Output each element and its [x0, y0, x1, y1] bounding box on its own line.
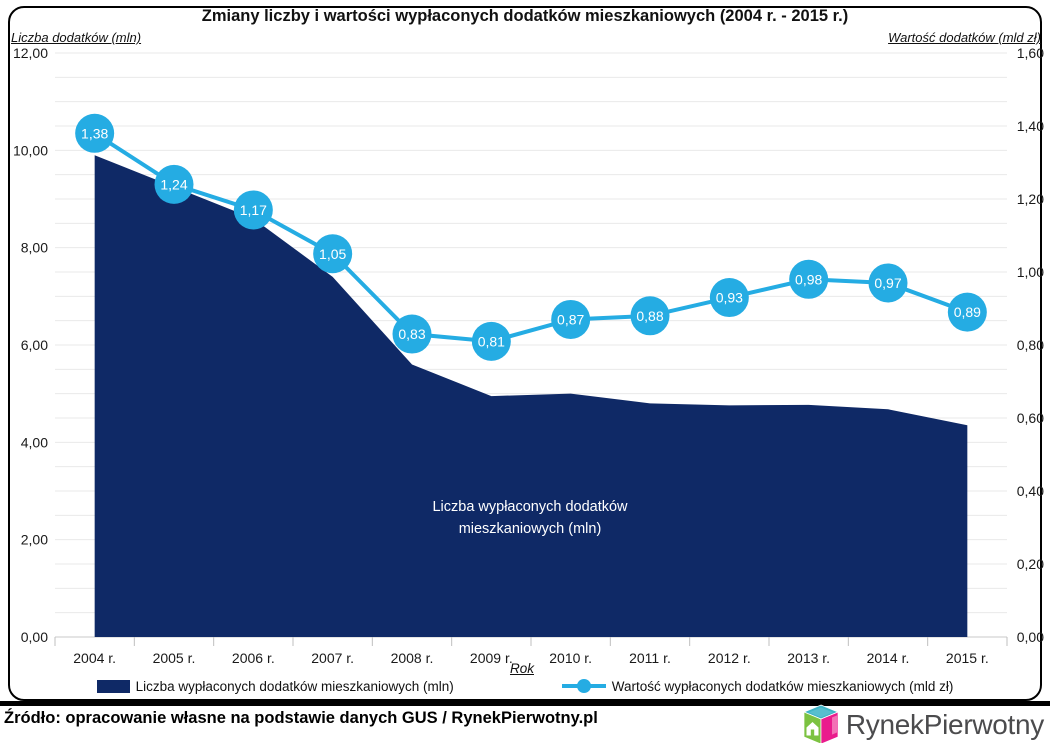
data-point-marker [868, 263, 908, 303]
data-point-label: 1,38 [81, 125, 108, 141]
legend-label-line: Wartość wypłaconych dodatków mieszkaniow… [611, 678, 954, 694]
data-point-marker [551, 299, 591, 339]
x-axis-label: 2004 r. [73, 650, 116, 666]
right-axis-tick-label: 0,20 [1017, 556, 1044, 572]
right-axis-tick-label: 0,60 [1017, 410, 1044, 426]
data-point-marker [313, 234, 353, 274]
data-point-label: 0,89 [954, 304, 981, 320]
data-point-marker [947, 292, 987, 332]
data-point-marker [392, 314, 432, 354]
right-axis-tick-label: 0,00 [1017, 629, 1044, 645]
house-icon [806, 722, 819, 736]
right-axis-tick-label: 1,00 [1017, 264, 1044, 280]
x-axis-label: 2008 r. [391, 650, 434, 666]
left-axis-tick-label: 12,00 [13, 45, 48, 61]
data-point-label: 1,17 [240, 202, 267, 218]
data-point-label: 0,83 [398, 326, 425, 342]
left-axis-tick-label: 10,00 [13, 142, 48, 158]
x-axis-label: 2012 r. [708, 650, 751, 666]
legend: Liczba wypłaconych dodatków mieszkaniowy… [0, 678, 1050, 694]
x-axis-label: 2011 r. [629, 650, 671, 666]
data-point-label: 0,88 [636, 308, 663, 324]
right-axis-tick-label: 1,60 [1017, 45, 1044, 61]
legend-item-area: Liczba wypłaconych dodatków mieszkaniowy… [96, 678, 454, 694]
data-point-label: 0,93 [716, 290, 743, 306]
right-axis-tick-label: 1,20 [1017, 191, 1044, 207]
line-marker-swatch-icon [561, 679, 606, 693]
x-axis-label: 2010 r. [549, 650, 592, 666]
data-point-label: 0,97 [874, 275, 901, 291]
data-point-label: 0,87 [557, 311, 584, 327]
data-point-marker [154, 164, 194, 204]
logo-text: RynekPierwotny [845, 709, 1044, 740]
data-point-marker [75, 113, 115, 153]
legend-item-line: Wartość wypłaconych dodatków mieszkaniow… [561, 678, 954, 694]
x-axis-caption: Rok [509, 661, 534, 676]
area-inner-label: Liczba wypłaconych dodatków [432, 499, 628, 515]
data-point-label: 1,05 [319, 246, 346, 262]
left-axis-tick-label: 0,00 [21, 629, 48, 645]
x-axis-label: 2015 r. [946, 650, 989, 666]
bottom-divider [0, 701, 1050, 706]
right-axis-tick-label: 1,40 [1017, 118, 1044, 134]
area-series [94, 155, 968, 637]
area-inner-label: mieszkaniowych (mln) [459, 521, 602, 537]
left-axis-tick-label: 4,00 [21, 434, 48, 450]
source-text: Źródło: opracowanie własne na podstawie … [4, 709, 598, 727]
left-axis-tick-label: 2,00 [21, 532, 48, 548]
data-point-marker [709, 278, 749, 318]
left-axis-tick-label: 6,00 [21, 337, 48, 353]
data-point-marker [471, 321, 511, 361]
x-axis-label: 2009 r. [470, 650, 513, 666]
data-point-marker [233, 190, 273, 230]
right-axis-caption: Wartość dodatków (mld zł) [888, 30, 1041, 45]
data-point-label: 0,98 [795, 271, 822, 287]
chart-title: Zmiany liczby i wartości wypłaconych dod… [201, 7, 849, 25]
data-point-marker [789, 259, 829, 299]
x-axis-label: 2007 r. [311, 650, 354, 666]
data-point-label: 1,24 [160, 176, 187, 192]
left-axis-tick-label: 8,00 [21, 240, 48, 256]
data-point-marker [630, 296, 670, 336]
data-point-label: 0,81 [478, 333, 505, 349]
x-axis-label: 2006 r. [232, 650, 275, 666]
logo-cube-icon [802, 704, 839, 743]
logo: RynekPierwotny [801, 704, 1044, 743]
right-axis-tick-label: 0,40 [1017, 483, 1044, 499]
left-axis-caption: Liczba dodatków (mln) [11, 30, 142, 45]
x-axis-label: 2014 r. [867, 650, 910, 666]
x-axis-label: 2013 r. [787, 650, 830, 666]
chart-frame [8, 6, 1042, 701]
area-swatch-icon [96, 679, 130, 693]
x-axis-label: 2005 r. [153, 650, 196, 666]
right-axis-tick-label: 0,80 [1017, 337, 1044, 353]
legend-label-area: Liczba wypłaconych dodatków mieszkaniowy… [135, 678, 454, 694]
